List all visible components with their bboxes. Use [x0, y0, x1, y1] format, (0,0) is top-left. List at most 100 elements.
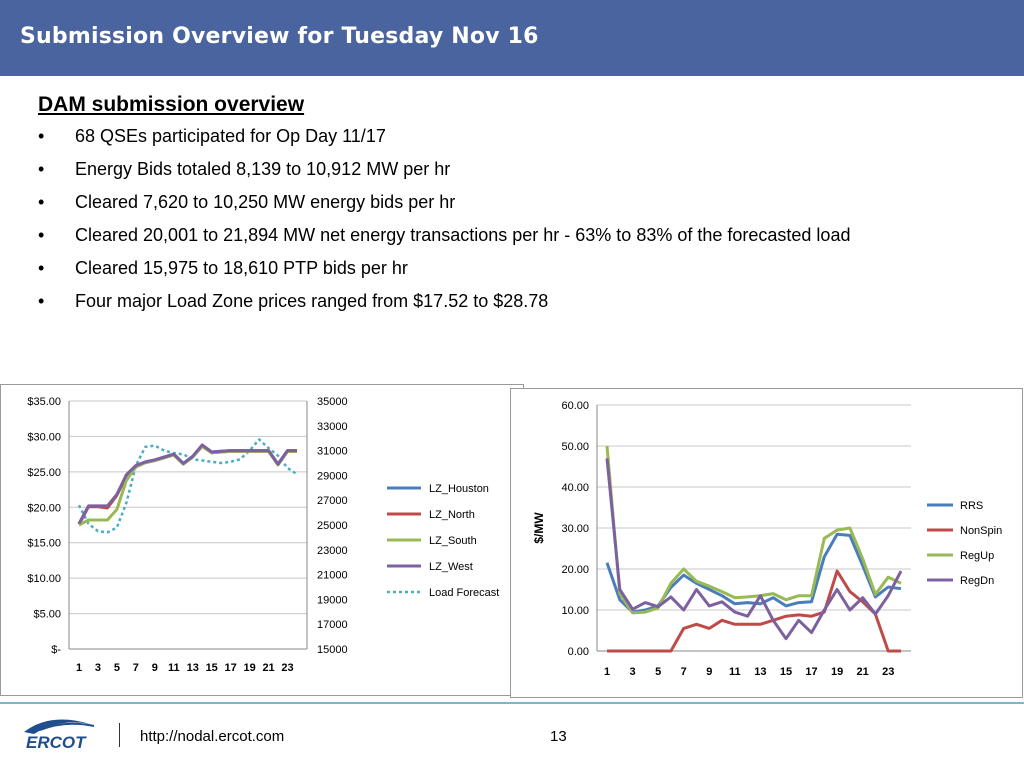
bullet-marker: • — [38, 225, 45, 245]
y-tick-label: 40.00 — [561, 482, 589, 494]
y-tick-label: $35.00 — [27, 396, 61, 408]
y-tick-label: $10.00 — [27, 573, 61, 585]
ercot-logo: ERCOT — [24, 719, 95, 752]
y-tick-label: $30.00 — [27, 431, 61, 443]
bullet-item: • Cleared 20,001 to 21,894 MW net energy … — [38, 222, 998, 248]
x-tick-label: 17 — [225, 662, 237, 674]
y-tick-label: $5.00 — [33, 609, 61, 621]
x-tick-label: 19 — [831, 666, 843, 678]
x-tick-label: 7 — [681, 666, 687, 678]
y-tick-label: $- — [51, 644, 61, 656]
bullet-text: Cleared 7,620 to 10,250 MW energy bids p… — [75, 192, 456, 212]
content-area: DAM submission overview • 68 QSEs partici… — [38, 93, 998, 321]
x-tick-label: 1 — [604, 666, 610, 678]
footer-url-link[interactable]: http://nodal.ercot.com — [140, 728, 285, 745]
series-line-nonspin — [607, 569, 901, 653]
x-tick-label: 11 — [729, 666, 741, 678]
header-bar: Submission Overview for Tuesday Nov 16 — [0, 0, 1024, 76]
y2-tick-label: 35000 — [317, 396, 348, 408]
ancillary-price-chart-frame: 0.00 10.00 20.00 30.00 40.00 50.00 60.00 1 3 5 7 9 1… — [510, 388, 1023, 698]
y-tick-label: 0.00 — [568, 646, 589, 658]
legend-label: RegUp — [960, 550, 994, 562]
x-tick-label: 19 — [243, 662, 255, 674]
series-line-regup — [605, 445, 902, 615]
bullet-text: Cleared 20,001 to 21,894 MW net energy t… — [75, 225, 851, 245]
y2-tick-label: 33000 — [317, 421, 348, 433]
x-tick-label: 13 — [754, 666, 766, 678]
bullet-item: • 68 QSEs participated for Op Day 11/17 — [38, 123, 998, 149]
x-tick-label: 21 — [262, 662, 274, 674]
legend-label: LZ_West — [429, 561, 473, 573]
x-tick-label: 5 — [114, 662, 120, 674]
logo-text: ERCOT — [26, 733, 87, 752]
y2-tick-label: 25000 — [317, 520, 348, 532]
y2-tick-label: 27000 — [317, 495, 348, 507]
series-line-lz-west — [77, 443, 297, 525]
y-tick-label: 20.00 — [561, 564, 589, 576]
x-tick-label: 9 — [706, 666, 712, 678]
load-zone-price-chart: $- $5.00 $10.00 $15.00 $20.00 $25.00 $30.00 $35… — [27, 396, 499, 674]
bullet-item: • Energy Bids totaled 8,139 to 10,912 MW … — [38, 156, 998, 182]
legend-label: LZ_South — [429, 535, 477, 547]
load-zone-price-chart-frame: $- $5.00 $10.00 $15.00 $20.00 $25.00 $30.00 $35… — [0, 384, 524, 696]
footer-separator — [119, 723, 120, 747]
bullet-marker: • — [38, 126, 45, 146]
x-tick-label: 5 — [655, 666, 661, 678]
bullet-list: • 68 QSEs participated for Op Day 11/17 •… — [38, 123, 998, 314]
bullet-marker: • — [38, 291, 45, 311]
bullet-item: • Cleared 15,975 to 18,610 PTP bids per h… — [38, 255, 998, 281]
x-tick-label: 13 — [187, 662, 199, 674]
x-tick-label: 9 — [152, 662, 158, 674]
x-tick-label: 7 — [133, 662, 139, 674]
bullet-text: Cleared 15,975 to 18,610 PTP bids per hr — [75, 258, 408, 278]
y-axis-label: $/MW — [532, 512, 546, 544]
series-line-load-forecast — [77, 438, 298, 534]
bullet-marker: • — [38, 258, 45, 278]
bullet-text: Energy Bids totaled 8,139 to 10,912 MW p… — [75, 159, 451, 179]
y2-tick-label: 21000 — [317, 570, 348, 582]
bullet-text: 68 QSEs participated for Op Day 11/17 — [75, 126, 386, 146]
y2-tick-label: 15000 — [317, 644, 348, 656]
footer: ERCOT http://nodal.ercot.com 13 — [0, 704, 1024, 768]
y-tick-label: $25.00 — [27, 467, 61, 479]
footer-divider — [0, 702, 1024, 704]
bullet-item: • Cleared 7,620 to 10,250 MW energy bids … — [38, 189, 998, 215]
bullet-marker: • — [38, 192, 45, 212]
y-tick-label: 30.00 — [561, 523, 589, 535]
x-tick-label: 17 — [805, 666, 817, 678]
x-tick-label: 11 — [168, 662, 180, 674]
x-tick-label: 21 — [857, 666, 869, 678]
x-tick-label: 15 — [206, 662, 218, 674]
y-tick-label: 50.00 — [561, 441, 589, 453]
section-title: DAM submission overview — [38, 93, 305, 116]
bullet-marker: • — [38, 159, 45, 179]
legend-label: Load Forecast — [429, 587, 499, 599]
page-title: Submission Overview for Tuesday Nov 16 — [20, 24, 539, 49]
legend-label: NonSpin — [960, 525, 1002, 537]
bullet-item: • Four major Load Zone prices ranged from… — [38, 288, 998, 314]
legend-label: RegDn — [960, 575, 994, 587]
y-tick-label: $20.00 — [27, 502, 61, 514]
legend-label: LZ_Houston — [429, 483, 489, 495]
series-line-regdn — [605, 458, 903, 641]
legend-label: LZ_North — [429, 509, 475, 521]
y-tick-label: 10.00 — [561, 605, 589, 617]
x-tick-label: 1 — [76, 662, 82, 674]
y2-tick-label: 23000 — [317, 545, 348, 557]
legend-label: RRS — [960, 500, 983, 512]
page-number: 13 — [550, 728, 567, 745]
y2-tick-label: 17000 — [317, 619, 348, 631]
y2-tick-label: 31000 — [317, 446, 348, 458]
series-line-lz-houston — [77, 444, 297, 526]
y2-tick-label: 29000 — [317, 470, 348, 482]
y-tick-label: $15.00 — [27, 538, 61, 550]
bullet-text: Four major Load Zone prices ranged from … — [75, 291, 549, 311]
y2-tick-label: 19000 — [317, 594, 348, 606]
x-tick-label: 3 — [95, 662, 101, 674]
x-tick-label: 15 — [780, 666, 792, 678]
x-tick-label: 23 — [281, 662, 293, 674]
x-tick-label: 23 — [882, 666, 894, 678]
y-tick-label: 60.00 — [561, 400, 589, 412]
x-tick-label: 3 — [630, 666, 636, 678]
